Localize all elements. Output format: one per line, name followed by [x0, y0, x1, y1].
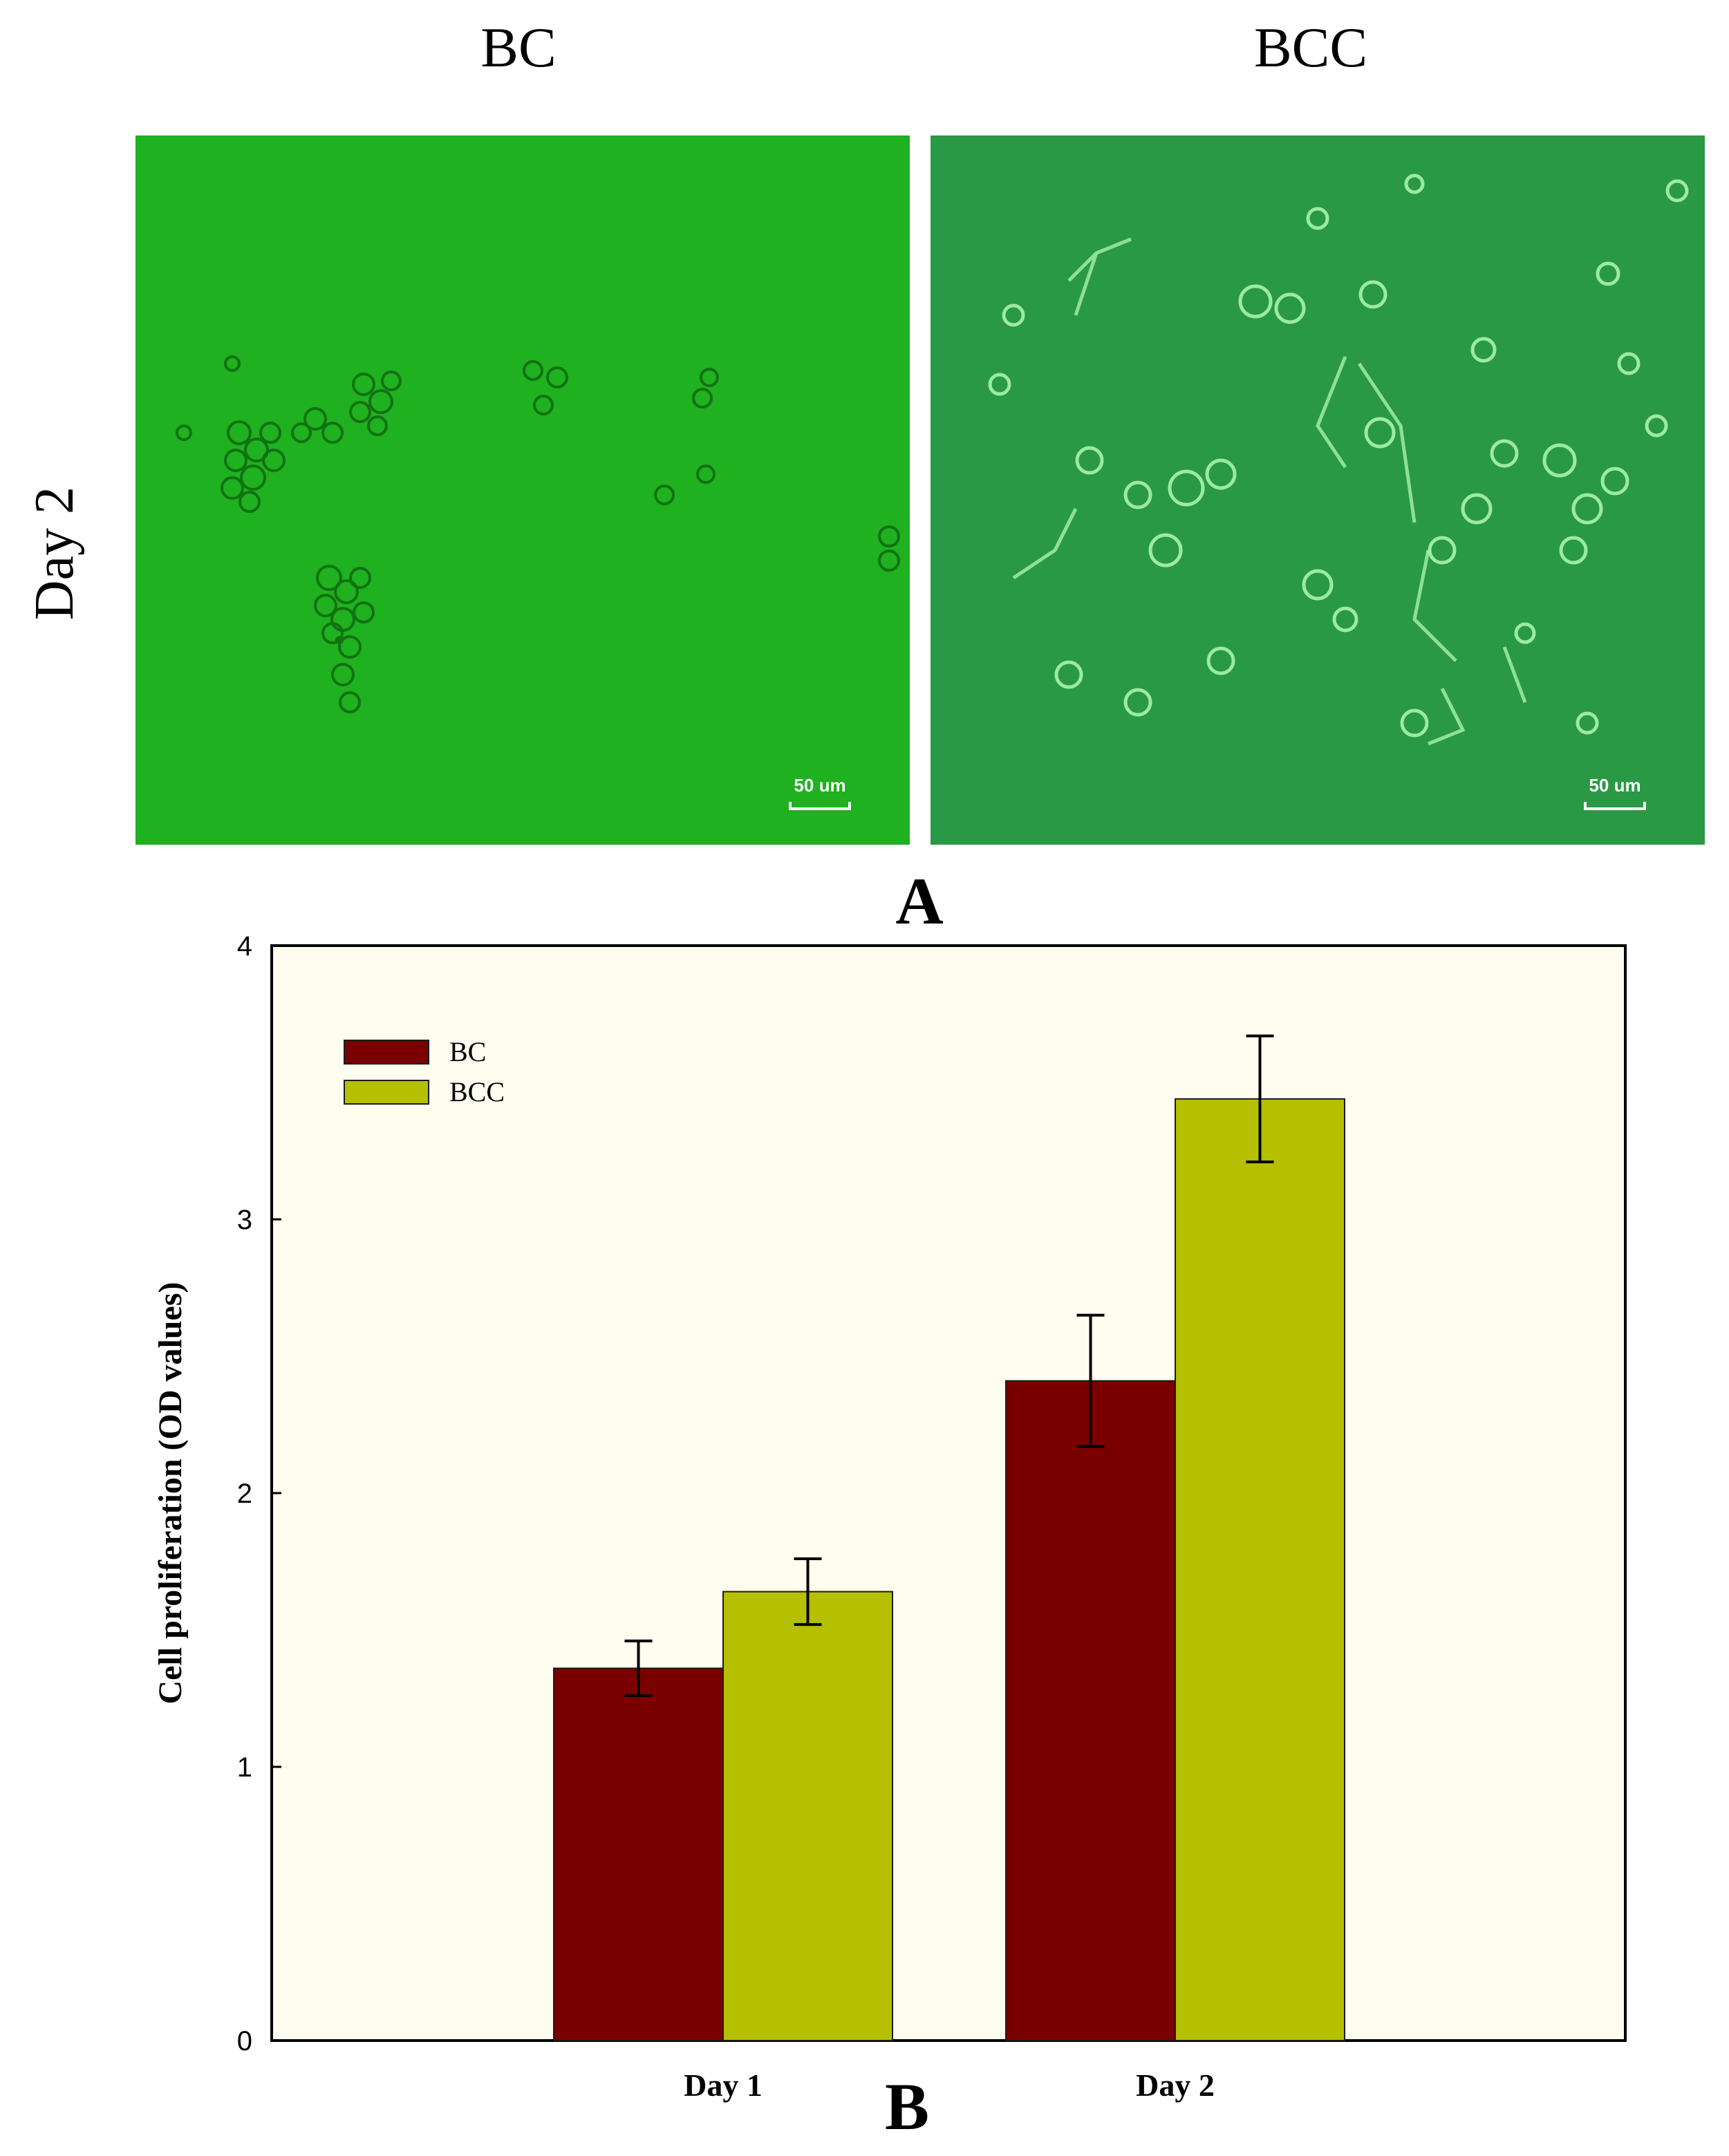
scale-bar-bc: 50 um — [785, 775, 854, 810]
legend-swatch-bcc — [344, 1080, 429, 1105]
legend-label-bc: BC — [449, 1036, 486, 1067]
y-axis-label: Cell proliferation (OD values) — [152, 1282, 189, 1704]
plot-area — [270, 944, 1627, 2042]
y-tick-label: 2 — [237, 1479, 252, 1509]
scale-bar-bcc: 50 um — [1580, 775, 1649, 810]
row-label-day2: Day 2 — [7, 484, 104, 622]
bar-bcc — [722, 1591, 893, 2041]
scale-bar-label: 50 um — [1589, 775, 1641, 796]
scale-bar-line — [1584, 802, 1646, 810]
panel-label-b: B — [884, 2070, 930, 2144]
legend-label-bcc: BCC — [449, 1076, 505, 1107]
bar-bc — [553, 1667, 724, 2041]
y-tick-label: 4 — [237, 931, 252, 962]
x-tick-label: Day 2 — [1136, 2068, 1215, 2103]
micrograph-bc: 50 um — [135, 135, 910, 845]
column-title-bc: BC — [480, 16, 557, 79]
bar-bcc — [1175, 1098, 1345, 2041]
scale-bar-line — [789, 802, 851, 810]
legend-swatch-bc — [344, 1040, 429, 1065]
x-tick-label: Day 1 — [684, 2068, 763, 2103]
micrograph-bcc-cells — [988, 174, 1689, 746]
y-tick-label: 0 — [237, 2026, 252, 2056]
micrograph-bcc: 50 um — [931, 135, 1705, 845]
column-title-bcc: BCC — [1253, 16, 1368, 79]
scale-bar-label: 50 um — [794, 775, 846, 796]
bar-chart: 0 1 2 3 4 Cell proliferation (OD values) Day 1… — [152, 931, 1627, 2103]
y-tick-label: 3 — [237, 1205, 252, 1235]
micrograph-bc-cells — [176, 355, 900, 713]
panel-label-a: A — [895, 864, 944, 938]
y-tick-label: 1 — [237, 1752, 252, 1783]
bar-bc — [1005, 1380, 1176, 2041]
row-label-text: Day 2 — [24, 486, 86, 620]
